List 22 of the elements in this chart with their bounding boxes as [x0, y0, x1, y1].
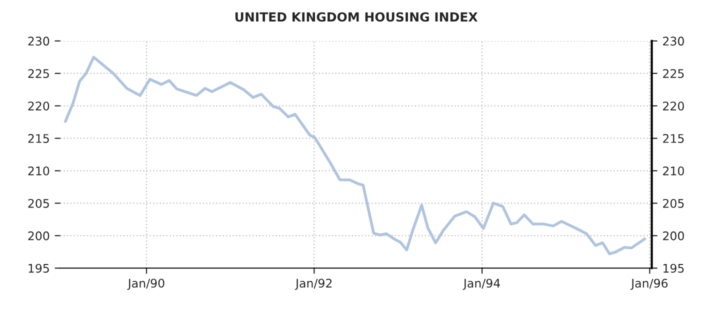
y2-tick-label: 210 [663, 166, 684, 176]
x-tick-label: Jan/90 [127, 278, 164, 290]
y-tick-label: 200 [28, 231, 50, 240]
y-tick-label: 210 [28, 166, 50, 176]
y2-tick-label: 195 [663, 264, 684, 273]
y2-tick-label: 230 [663, 36, 684, 46]
y-tick-label: 195 [28, 264, 49, 273]
line-series [64, 56, 646, 256]
y-tick-label: 225 [28, 69, 49, 78]
y-tick-label: 230 [28, 36, 50, 46]
y2-tick-label: 220 [663, 102, 684, 111]
y2-tick-label: 205 [663, 198, 684, 208]
x-tick-label: Jan/92 [294, 278, 332, 290]
y2-tick-label: 215 [663, 134, 684, 143]
y-tick-label: 215 [28, 134, 49, 143]
x-tick-label: Jan/94 [462, 278, 500, 290]
y2-tick-label: 225 [663, 69, 684, 78]
x-tick-label: Jan/96 [630, 278, 668, 290]
y2-tick-label: 200 [663, 231, 684, 240]
y-tick-label: 205 [28, 198, 49, 208]
y-tick-label: 220 [28, 102, 50, 111]
chart-title: UNITED KINGDOM HOUSING INDEX [235, 12, 478, 22]
